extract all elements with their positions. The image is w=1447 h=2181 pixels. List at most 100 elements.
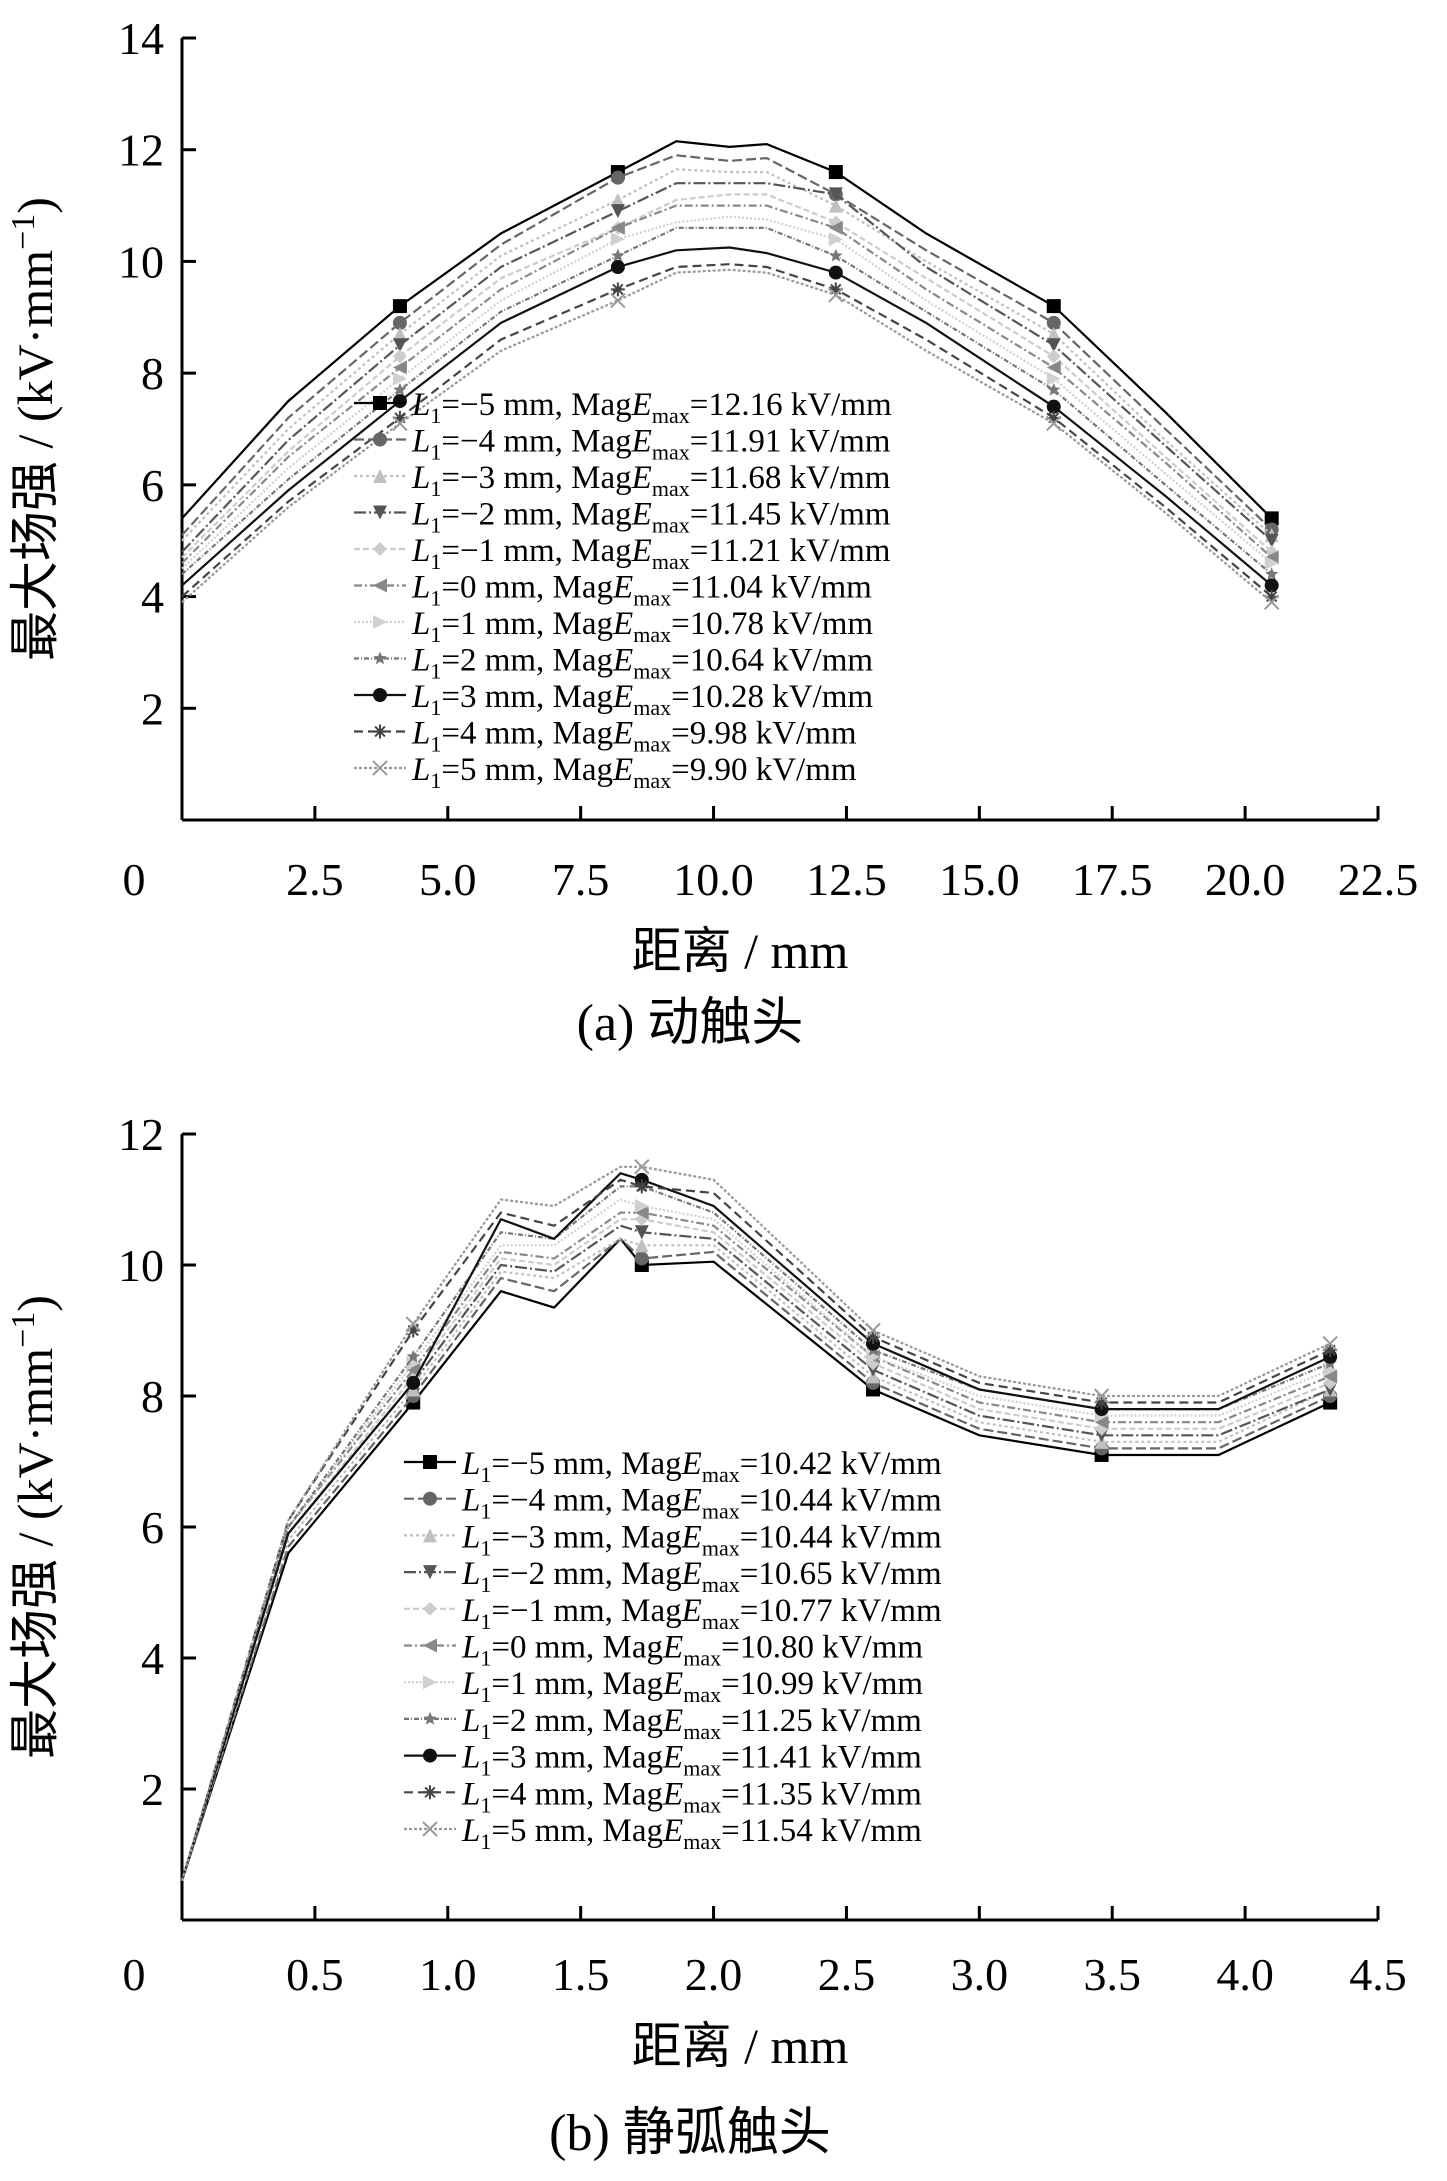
legend-item: L1=−2 mm, MagEmax=11.45 kV/mm	[354, 497, 891, 538]
data-point	[392, 394, 407, 409]
series-3	[181, 182, 1279, 553]
legend-max-subscript: max	[702, 1572, 740, 1597]
legend-e-symbol: E	[612, 716, 633, 752]
legend-e-symbol: E	[662, 1703, 683, 1739]
legend-emax-value: =10.99 kV/mm	[721, 1666, 923, 1702]
legend-label: L1=3 mm, MagEmax=11.41 kV/mm	[461, 1740, 922, 1781]
legend-l-symbol: L	[461, 1703, 480, 1739]
data-point	[634, 1205, 649, 1220]
legend-emax-value: =11.25 kV/mm	[721, 1703, 922, 1739]
legend-marker	[423, 1785, 437, 1800]
legend-emax-value: =9.90 kV/mm	[671, 752, 857, 788]
legend-item: L1=−2 mm, MagEmax=10.65 kV/mm	[404, 1556, 942, 1597]
legend-max-subscript: max	[652, 476, 690, 501]
legend-item: L1=2 mm, MagEmax=10.64 kV/mm	[354, 643, 873, 684]
data-point	[865, 1322, 881, 1339]
data-point	[1323, 1369, 1338, 1384]
legend-label: L1=2 mm, MagEmax=10.64 kV/mm	[411, 643, 873, 684]
x-tick-label: 0.5	[286, 1949, 344, 2000]
legend-l-symbol: L	[461, 1446, 480, 1482]
data-point	[1264, 578, 1279, 593]
data-point	[1046, 415, 1062, 432]
legend-subscript: 1	[480, 1572, 491, 1597]
legend-emax-value: =10.44 kV/mm	[740, 1519, 942, 1555]
legend-emax-value: =10.44 kV/mm	[740, 1483, 942, 1519]
y-axis-label-exponent: −1	[5, 214, 42, 250]
y-axis-label: 最大场强 / (kV·mm−1)	[5, 197, 63, 661]
legend-label: L1=−3 mm, MagEmax=10.44 kV/mm	[461, 1519, 942, 1560]
legend-position: =−1 mm, Mag	[491, 1593, 681, 1629]
data-point	[405, 1316, 421, 1332]
legend-subscript: 1	[430, 586, 441, 611]
legend-l-symbol: L	[461, 1813, 480, 1849]
series-8	[181, 246, 1279, 593]
y-tick-label: 12	[118, 125, 164, 176]
x-tick-label: 1.0	[419, 1949, 477, 2000]
legend-position: =−3 mm, Mag	[491, 1519, 681, 1555]
data-point	[828, 220, 843, 235]
legend-position: =0 mm, Mag	[441, 570, 613, 606]
legend-max-subscript: max	[633, 622, 671, 647]
legend-item: L1=4 mm, MagEmax=9.98 kV/mm	[354, 716, 857, 757]
y-axis-label-main: 最大场强 / (kV·mm	[7, 250, 63, 661]
legend-marker	[373, 396, 387, 410]
legend-max-subscript: max	[702, 1499, 740, 1524]
data-point	[1264, 589, 1279, 604]
legend-label: L1=−1 mm, MagEmax=11.21 kV/mm	[411, 533, 891, 574]
legend-emax-value: =11.35 kV/mm	[721, 1776, 922, 1812]
legend-position: =−4 mm, Mag	[491, 1483, 681, 1519]
legend-label: L1=−2 mm, MagEmax=11.45 kV/mm	[411, 497, 891, 538]
y-axis-label-close: )	[7, 1295, 63, 1312]
x-tick-label: 10.0	[673, 854, 754, 905]
legend-l-symbol: L	[461, 1483, 480, 1519]
y-tick-label: 10	[118, 1240, 164, 1291]
legend-marker	[372, 760, 388, 776]
legend-marker	[373, 505, 387, 520]
legend-position: =0 mm, Mag	[491, 1630, 663, 1666]
legend-marker	[423, 1565, 437, 1580]
legend-subscript: 1	[430, 732, 441, 757]
legend-subscript: 1	[480, 1646, 491, 1671]
legend-e-symbol: E	[631, 497, 652, 533]
legend-marker	[422, 1821, 438, 1837]
legend-subscript: 1	[430, 476, 441, 501]
legend-item: L1=5 mm, MagEmax=11.54 kV/mm	[404, 1813, 922, 1854]
y-axis-label-main: 最大场强 / (kV·mm	[7, 1348, 63, 1759]
series-6	[181, 215, 1279, 571]
y-tick-label: 8	[141, 348, 164, 399]
legend-emax-value: =10.80 kV/mm	[721, 1630, 923, 1666]
legend-emax-value: =11.91 kV/mm	[690, 424, 891, 460]
legend-l-symbol: L	[411, 424, 430, 460]
legend-subscript: 1	[430, 403, 441, 428]
x-tick-label: 1.5	[552, 1949, 610, 2000]
legend-subscript: 1	[430, 549, 441, 574]
legend-l-symbol: L	[411, 752, 430, 788]
chart-b-static-arc-contact: 2 4 6 8 10 12 0 0.5 1.0 1.5 2.0 2.5 3.0 3.5 4.0 4.5 距离 /…	[5, 1109, 1407, 2162]
legend-marker	[373, 469, 387, 483]
legend-marker	[373, 688, 387, 702]
legend-emax-value: =11.68 kV/mm	[690, 460, 891, 496]
legend-marker	[423, 1491, 437, 1506]
legend-e-symbol: E	[681, 1483, 702, 1519]
legend-e-symbol: E	[681, 1446, 702, 1482]
x-tick-label: 3.0	[951, 1949, 1009, 2000]
legend-emax-value: =11.21 kV/mm	[690, 533, 891, 569]
legend-subscript: 1	[430, 695, 441, 720]
data-point	[610, 220, 625, 235]
legend-max-subscript: max	[652, 403, 690, 428]
data-point	[392, 338, 407, 353]
y-tick-label: 2	[141, 1764, 164, 1815]
data-point	[610, 282, 625, 297]
legend-max-subscript: max	[633, 586, 671, 611]
y-tick-label: 8	[141, 1371, 164, 1422]
x-tick-label: 15.0	[939, 854, 1020, 905]
data-point	[1094, 1415, 1109, 1430]
figure-caption: (a) 动触头	[577, 995, 804, 1052]
legend-position: =3 mm, Mag	[441, 679, 613, 715]
data-point	[610, 170, 625, 185]
legend-marker	[423, 1675, 437, 1690]
series-9	[180, 1178, 1338, 1882]
series-4	[181, 193, 1279, 559]
data-point	[1263, 594, 1280, 610]
